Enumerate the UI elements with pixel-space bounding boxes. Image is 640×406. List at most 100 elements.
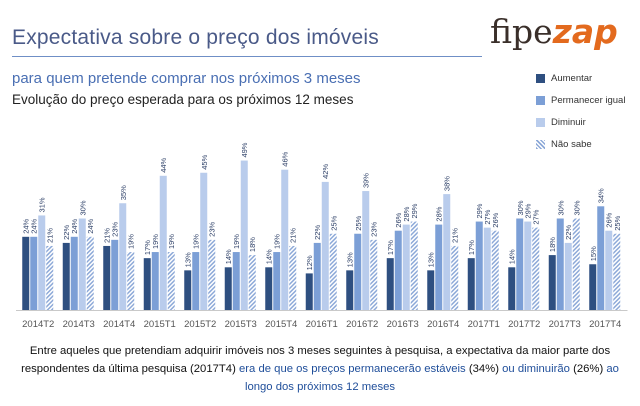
bar-aumentar-2017T2 (508, 267, 516, 310)
bar-aumentar-2014T4 (103, 245, 111, 310)
data-label-diminuir-2015T1: 44% (159, 157, 168, 172)
data-label-aumentar-2015T4: 14% (265, 249, 274, 264)
x-tick-label-2017T3: 2017T3 (549, 319, 581, 330)
footnote-highlight-1: era de que os preços permanecerão estáve… (238, 363, 466, 375)
legend-label-aumentar: Aumentar (551, 72, 593, 84)
bar-nao-sabe-2017T1 (491, 230, 499, 310)
chart-subtitle: para quem pretende comprar nos próximos … (12, 70, 361, 87)
data-label-permanecer-2017T1: 29% (475, 203, 484, 218)
bar-diminuir-2017T3 (564, 242, 572, 310)
data-label-permanecer-2015T2: 19% (192, 234, 201, 249)
x-tick-label-2015T4: 2015T4 (265, 319, 297, 330)
legend-label-nao-sabe: Não sabe (551, 138, 592, 150)
data-label-diminuir-2014T2: 31% (38, 197, 47, 212)
data-label-diminuir-2016T1: 42% (321, 164, 330, 179)
bar-aumentar-2017T1 (467, 258, 475, 310)
bar-nao-sabe-2017T2 (532, 227, 540, 310)
bar-permanecer-2015T3 (232, 252, 240, 310)
data-label-permanecer-2017T3: 30% (556, 200, 565, 215)
bar-permanecer-2017T3 (556, 218, 564, 310)
data-label-permanecer-2014T2: 24% (30, 218, 39, 233)
legend-swatch-nao-sabe (536, 139, 545, 149)
bar-aumentar-2017T3 (548, 255, 556, 310)
bar-diminuir-2016T1 (321, 181, 329, 310)
bar-nao-sabe-2014T2 (46, 245, 54, 310)
data-label-aumentar-2016T3: 17% (386, 240, 395, 255)
data-label-permanecer-2016T3: 26% (394, 212, 403, 227)
data-label-nao-sabe-2015T3: 18% (248, 237, 257, 252)
data-label-nao-sabe-2014T3: 24% (86, 218, 95, 233)
bar-aumentar-2015T1 (143, 258, 151, 310)
data-label-diminuir-2016T3: 28% (402, 206, 411, 221)
data-label-aumentar-2016T1: 12% (305, 255, 314, 270)
legend-label-permanecer: Permanecer igual (551, 94, 626, 106)
footnote: Entre aqueles que pretendiam adquirir im… (20, 342, 620, 396)
data-label-permanecer-2016T1: 22% (313, 225, 322, 240)
bar-aumentar-2016T1 (305, 273, 313, 310)
page-title: Expectativa sobre o preço dos imóveis (12, 26, 379, 49)
bar-nao-sabe-2014T3 (86, 236, 94, 310)
bar-aumentar-2014T2 (22, 236, 30, 310)
data-label-nao-sabe-2016T2: 23% (370, 222, 379, 237)
data-label-diminuir-2014T4: 35% (119, 185, 128, 200)
data-label-permanecer-2017T2: 30% (516, 200, 525, 215)
data-label-diminuir-2016T4: 38% (443, 176, 452, 191)
legend-item-diminuir: Diminuir (536, 116, 625, 128)
bar-permanecer-2016T4 (435, 224, 443, 310)
bar-permanecer-2014T3 (70, 236, 78, 310)
data-label-diminuir-2014T3: 30% (78, 200, 87, 215)
legend-label-diminuir: Diminuir (551, 116, 586, 128)
bar-diminuir-2014T2 (38, 215, 46, 310)
data-label-nao-sabe-2016T4: 21% (451, 228, 460, 243)
data-label-permanecer-2017T4: 34% (597, 188, 606, 203)
footnote-text-2: (34%) (465, 363, 503, 375)
x-tick-label-2016T4: 2016T4 (427, 319, 459, 330)
bar-permanecer-2014T2 (30, 236, 38, 310)
bar-permanecer-2014T4 (111, 239, 119, 310)
bar-nao-sabe-2017T3 (572, 218, 580, 310)
data-label-diminuir-2016T2: 39% (362, 173, 371, 188)
bar-nao-sabe-2015T4 (289, 245, 297, 310)
bar-aumentar-2016T2 (346, 270, 354, 310)
data-label-aumentar-2014T4: 21% (103, 228, 112, 243)
data-label-nao-sabe-2014T4: 19% (127, 234, 136, 249)
data-label-nao-sabe-2017T3: 30% (572, 200, 581, 215)
bar-diminuir-2015T3 (240, 160, 248, 310)
data-label-permanecer-2016T2: 25% (354, 215, 363, 230)
data-label-permanecer-2014T3: 24% (70, 218, 79, 233)
bar-diminuir-2017T2 (524, 221, 532, 310)
data-label-aumentar-2017T4: 15% (589, 246, 598, 261)
bar-nao-sabe-2016T2 (370, 239, 378, 310)
legend-item-nao-sabe: Não sabe (536, 138, 625, 150)
data-label-permanecer-2014T4: 23% (111, 222, 120, 237)
data-label-permanecer-2015T1: 19% (151, 234, 160, 249)
x-tick-label-2015T2: 2015T2 (184, 319, 216, 330)
bar-nao-sabe-2015T3 (248, 255, 256, 310)
data-label-permanecer-2016T4: 28% (435, 206, 444, 221)
bar-diminuir-2014T3 (78, 218, 86, 310)
data-label-diminuir-2015T3: 49% (240, 142, 249, 157)
bar-nao-sabe-2015T1 (167, 252, 175, 310)
data-label-nao-sabe-2017T4: 25% (613, 215, 622, 230)
bar-aumentar-2015T2 (184, 270, 192, 310)
data-label-nao-sabe-2016T3: 29% (410, 203, 419, 218)
bar-aumentar-2016T3 (386, 258, 394, 310)
bar-nao-sabe-2017T4 (613, 233, 621, 310)
x-tick-label-2014T3: 2014T3 (63, 319, 95, 330)
bar-aumentar-2017T4 (589, 264, 597, 310)
x-tick-label-2015T3: 2015T3 (225, 319, 257, 330)
data-label-nao-sabe-2015T1: 19% (167, 234, 176, 249)
bar-nao-sabe-2016T1 (329, 233, 337, 310)
legend-swatch-aumentar (536, 73, 545, 83)
legend-swatch-permanecer (536, 95, 545, 105)
x-tick-label-2014T2: 2014T2 (22, 319, 54, 330)
chart-description: Evolução do preço esperada para os próxi… (12, 92, 354, 107)
bar-diminuir-2014T4 (119, 203, 127, 310)
x-tick-label-2017T4: 2017T4 (589, 319, 621, 330)
data-label-aumentar-2017T3: 18% (548, 237, 557, 252)
fipezap-logo: fipezap (490, 12, 618, 51)
data-label-aumentar-2015T3: 14% (224, 249, 233, 264)
bar-aumentar-2015T3 (224, 267, 232, 310)
chart-legend: Aumentar Permanecer igual Diminuir Não s… (536, 72, 625, 160)
